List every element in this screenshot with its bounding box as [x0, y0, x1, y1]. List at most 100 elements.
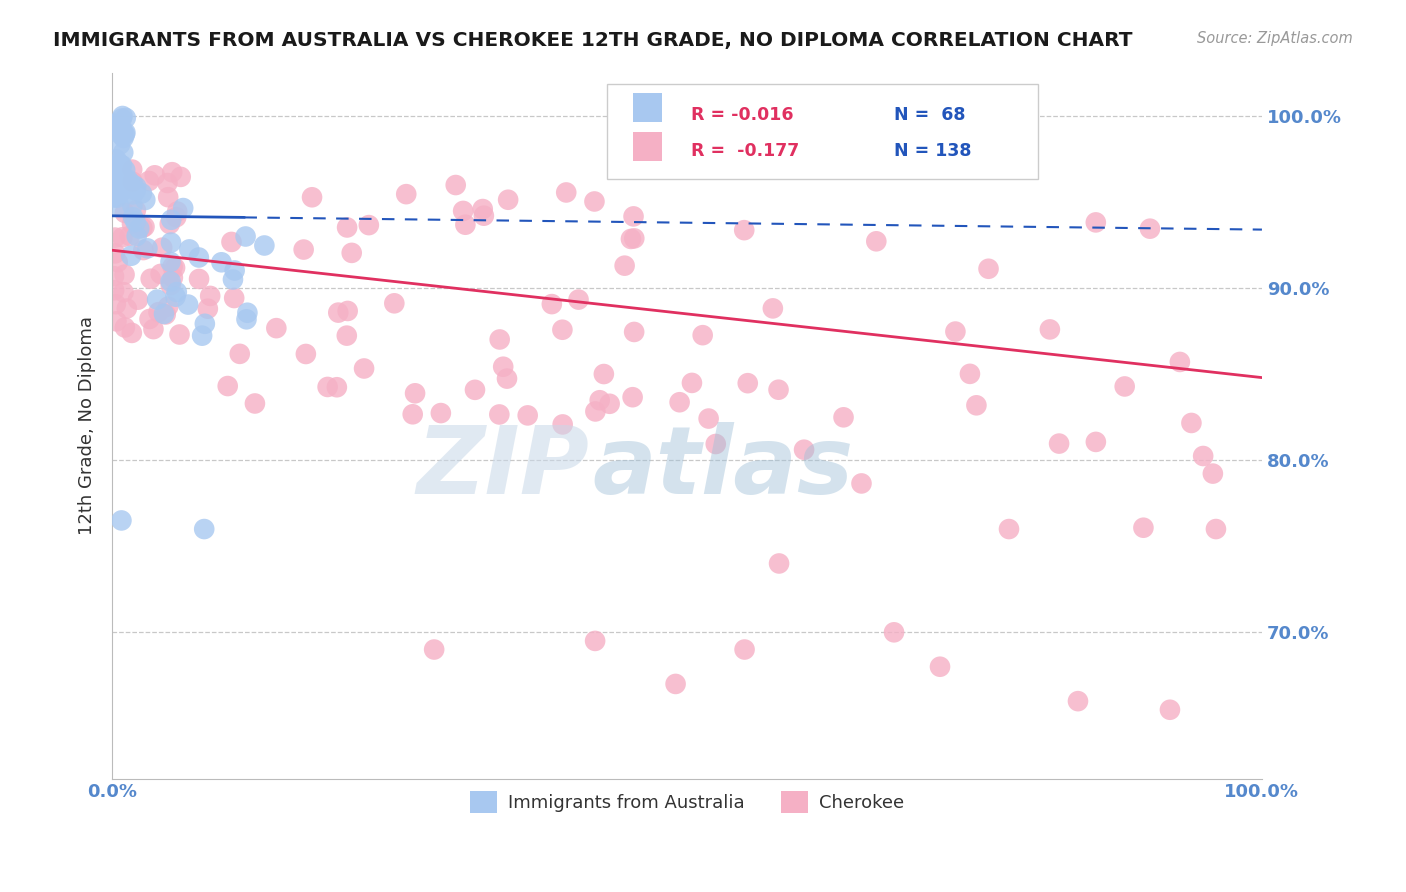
Point [194, 317, 217, 331]
Point [166, 204, 188, 219]
Point [1168, 355, 1191, 369]
Point [1114, 379, 1136, 393]
Point [114, 206, 136, 220]
Point [336, 304, 359, 318]
Point [235, 312, 257, 326]
Point [169, 327, 191, 342]
Text: ZIP: ZIP [416, 422, 589, 514]
Point [430, 406, 453, 420]
Point [488, 333, 510, 347]
Point [148, 305, 170, 319]
Point [138, 312, 160, 326]
Point [110, 513, 132, 527]
Point [768, 557, 790, 571]
Point [623, 325, 645, 339]
Point [295, 347, 318, 361]
Point [668, 395, 690, 409]
Point [125, 183, 148, 197]
Point [589, 393, 612, 408]
Text: atlas: atlas [593, 422, 853, 514]
Point [681, 376, 703, 390]
Point [496, 193, 519, 207]
Point [120, 249, 142, 263]
Point [108, 200, 131, 214]
Point [266, 321, 288, 335]
Point [159, 217, 181, 231]
Point [198, 289, 221, 303]
Point [977, 261, 1000, 276]
Point [138, 174, 160, 188]
Point [105, 153, 128, 167]
Point [217, 379, 239, 393]
Point [613, 259, 636, 273]
Point [193, 522, 215, 536]
Point [111, 109, 134, 123]
Point [127, 293, 149, 307]
Point [162, 260, 184, 274]
Point [131, 220, 153, 235]
Point [454, 218, 477, 232]
Point [865, 235, 887, 249]
Point [404, 386, 426, 401]
Point [229, 347, 252, 361]
Point [117, 172, 139, 186]
Point [1132, 521, 1154, 535]
Point [103, 190, 125, 204]
Point [382, 296, 405, 310]
Point [146, 293, 169, 307]
Point [704, 437, 727, 451]
Point [103, 160, 125, 174]
Point [236, 306, 259, 320]
Point [114, 171, 136, 186]
Point [149, 267, 172, 281]
Point [692, 328, 714, 343]
Point [224, 263, 246, 277]
Point [316, 380, 339, 394]
Point [112, 285, 135, 300]
Point [139, 271, 162, 285]
Point [734, 642, 756, 657]
Point [105, 314, 128, 328]
Point [793, 442, 815, 457]
Point [166, 285, 188, 299]
Point [118, 228, 141, 243]
Point [197, 301, 219, 316]
Point [733, 223, 755, 237]
Point [103, 121, 125, 136]
Point [929, 659, 952, 673]
Point [444, 178, 467, 192]
Point [623, 231, 645, 245]
Bar [633, 93, 662, 122]
Point [160, 165, 183, 179]
Point [883, 625, 905, 640]
Point [177, 297, 200, 311]
Point [134, 219, 156, 234]
Point [121, 217, 143, 231]
Point [170, 169, 193, 184]
Point [179, 243, 201, 257]
Text: N = 138: N = 138 [894, 142, 972, 160]
Point [103, 269, 125, 284]
Point [121, 187, 143, 202]
Point [172, 201, 194, 215]
Point [1067, 694, 1090, 708]
Point [131, 186, 153, 201]
Point [336, 328, 359, 343]
Point [243, 396, 266, 410]
Point [142, 322, 165, 336]
Point [583, 194, 606, 209]
Point [165, 260, 187, 275]
Point [1039, 322, 1062, 336]
Point [221, 235, 243, 249]
Point [159, 255, 181, 269]
Point [150, 241, 173, 255]
Point [292, 243, 315, 257]
Point [423, 642, 446, 657]
Point [162, 270, 184, 285]
Point [114, 268, 136, 282]
Point [114, 128, 136, 142]
Point [1202, 467, 1225, 481]
Point [768, 383, 790, 397]
Point [488, 408, 510, 422]
Point [621, 390, 644, 404]
